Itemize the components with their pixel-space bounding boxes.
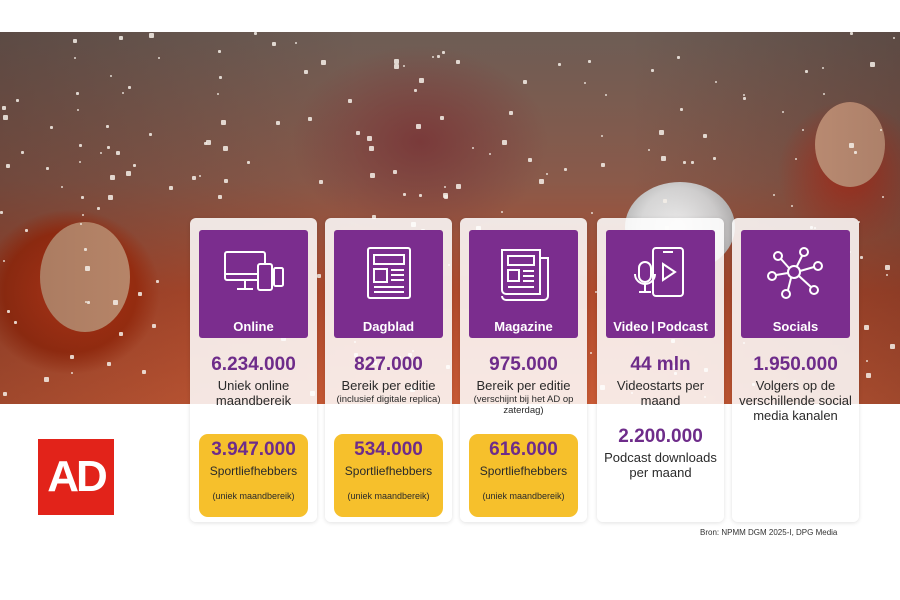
fan-face-left [40, 222, 130, 332]
sport-highlight: 616.000 Sportliefhebbers (uniek maandber… [469, 434, 578, 517]
video-podcast-icon [606, 244, 715, 304]
card-magazine: Magazine 975.000 Bereik per editie (vers… [460, 218, 587, 522]
sport-label: Sportliefhebbers [209, 464, 298, 478]
logo-text: AD [47, 452, 108, 501]
magazine-icon [469, 244, 578, 304]
stat-value: 6.234.000 [211, 354, 296, 375]
tile-online: Online [199, 230, 308, 338]
devices-icon [199, 244, 308, 304]
stat-desc: Bereik per editie [341, 378, 436, 393]
tile-dagblad: Dagblad [334, 230, 443, 338]
sport-label: Sportliefhebbers [479, 464, 568, 478]
stat-value-secondary: 2.200.000 [618, 426, 703, 447]
sport-value: 616.000 [489, 439, 558, 460]
card-label: Socials [772, 319, 819, 334]
stat-desc: Uniek online maandbereik [215, 378, 292, 408]
card-dagblad: Dagblad 827.000 Bereik per editie (inclu… [325, 218, 452, 522]
card-online: Online 6.234.000 Uniek online maandberei… [190, 218, 317, 522]
ad-logo: AD [38, 439, 114, 515]
stat-value: 827.000 [354, 354, 423, 375]
network-icon [741, 244, 850, 304]
card-socials: Socials 1.950.000 Volgers op de verschil… [732, 218, 859, 522]
sport-note: (uniek maandbereik) [482, 491, 565, 501]
sport-label: Sportliefhebbers [344, 464, 433, 478]
stat-desc: Videostarts per maand [616, 378, 705, 408]
tile-magazine: Magazine [469, 230, 578, 338]
sport-highlight: 534.000 Sportliefhebbers (uniek maandber… [334, 434, 443, 517]
card-label: Video | Podcast [613, 319, 708, 334]
card-label: Dagblad [362, 319, 415, 334]
tile-video-podcast: Video | Podcast [606, 230, 715, 338]
sport-value: 3.947.000 [211, 439, 296, 460]
stat-value: 44 mln [630, 354, 691, 375]
stat-value: 975.000 [489, 354, 558, 375]
stat-desc: Volgers op de verschillende social media… [739, 378, 852, 423]
sport-value: 534.000 [354, 439, 423, 460]
card-label: Online [233, 319, 274, 334]
stat-desc-secondary: Podcast downloads per maand [604, 450, 717, 480]
stat-note: (verschijnt bij het AD op zaterdag) [473, 394, 574, 416]
card-label: Magazine [494, 319, 553, 334]
sport-note: (uniek maandbereik) [347, 491, 430, 501]
sport-highlight: 3.947.000 Sportliefhebbers (uniek maandb… [199, 434, 308, 517]
stat-note: (inclusief digitale replica) [336, 394, 441, 405]
sport-note: (uniek maandbereik) [212, 491, 295, 501]
stat-value: 1.950.000 [753, 354, 838, 375]
stat-desc: Bereik per editie [476, 378, 571, 393]
newspaper-icon [334, 244, 443, 304]
card-video-podcast: Video | Podcast 44 mln Videostarts per m… [597, 218, 724, 522]
tile-socials: Socials [741, 230, 850, 338]
source-note: Bron: NPMM DGM 2025-I, DPG Media [700, 528, 838, 537]
